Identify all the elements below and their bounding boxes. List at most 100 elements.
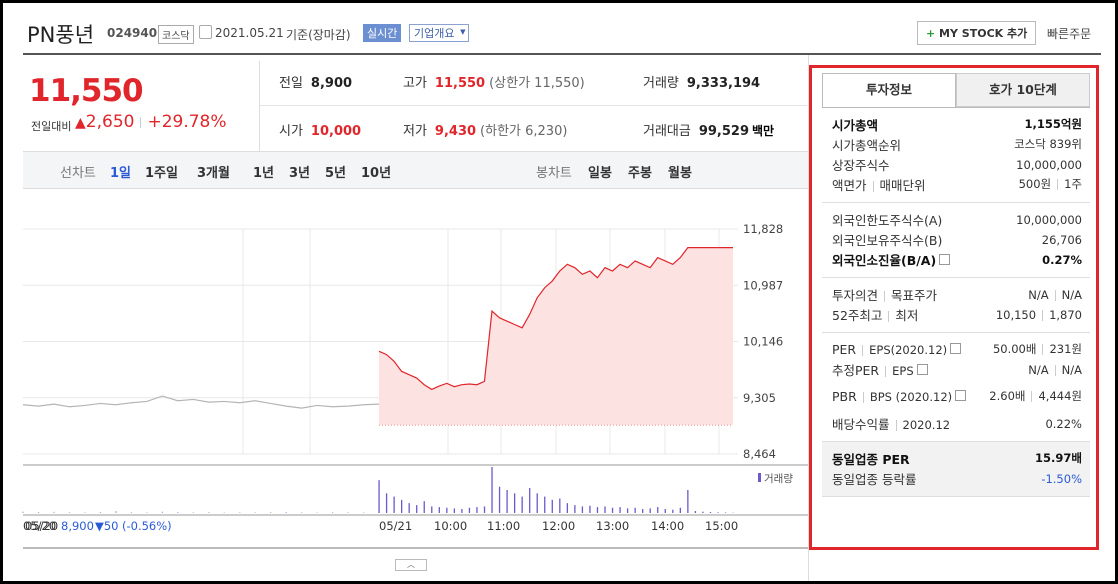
info-value: 0.27% xyxy=(1042,252,1082,267)
value-part: N/A xyxy=(1028,362,1049,377)
x-tick-label: 05/20 xyxy=(23,519,56,533)
period-option[interactable]: 1년 xyxy=(253,166,275,181)
stat-note: (하한가 6,230) xyxy=(480,124,568,139)
panel-divider xyxy=(808,55,809,581)
period-option[interactable]: 1주일 xyxy=(145,166,178,181)
volume-bar xyxy=(649,508,651,513)
quick-order[interactable]: 빠른주문 xyxy=(1047,27,1092,41)
volume-bar xyxy=(679,507,681,513)
stat-value: 99,529 xyxy=(698,124,750,139)
volume-bar xyxy=(53,511,55,513)
label-part: 액면가 xyxy=(832,177,867,193)
volume-bar xyxy=(468,507,471,513)
value-part: 1,870 xyxy=(1049,307,1082,322)
period-option[interactable]: 월봉 xyxy=(668,166,692,181)
stat-label: 거래대금 xyxy=(643,124,691,139)
volume-bar xyxy=(724,512,727,513)
volume-bar xyxy=(461,509,463,513)
sidebar-tab[interactable]: 호가 10단계 xyxy=(956,73,1090,107)
info-label: 52주최고 최저 xyxy=(832,305,918,324)
price-area xyxy=(379,247,733,425)
volume-bar xyxy=(385,493,388,513)
volume-bar xyxy=(285,512,287,513)
info-row: 동일업종 PER 15.97배 xyxy=(832,448,1082,468)
value-part: 1,155억원 xyxy=(1024,117,1082,131)
volume-bar xyxy=(581,506,584,513)
info-row: 상장주식수 10,000,000 xyxy=(832,154,1082,174)
label-part: 투자의견 xyxy=(832,287,879,303)
value-part: 0.27% xyxy=(1042,252,1082,267)
info-row: 외국인한도주식수(A) 10,000,000 xyxy=(832,209,1082,229)
info-label: 상장주식수 xyxy=(832,155,890,174)
stock-code: 024940 xyxy=(107,26,158,40)
change-pct: +29.78% xyxy=(147,112,227,132)
stats-box xyxy=(259,61,808,151)
volume-label: 거래량 xyxy=(764,473,793,485)
separator xyxy=(885,365,887,377)
period-option[interactable]: 주봉 xyxy=(628,166,652,181)
label-part: 외국인보유주식수(B) xyxy=(832,232,943,248)
stat-value: 8,900 xyxy=(310,76,353,91)
value-part: 26,706 xyxy=(1041,232,1082,247)
overview-button[interactable]: 기업개요 ▼ xyxy=(409,24,470,42)
sidebar-tab[interactable]: 투자정보 xyxy=(822,73,956,107)
x-tick-label: 13:00 xyxy=(596,519,629,533)
stat-unit: 백만 xyxy=(752,124,775,138)
price-line xyxy=(22,395,380,409)
mystock-button[interactable]: + MY STOCK 추가 xyxy=(917,21,1037,45)
period-option[interactable]: 일봉 xyxy=(588,166,612,181)
candle-chart-label: 봉차트 xyxy=(536,166,572,181)
separator xyxy=(1054,289,1056,301)
separator xyxy=(1042,344,1044,355)
label-part: PBR xyxy=(832,388,857,404)
label-part: 배당수익률 xyxy=(832,416,890,432)
volume-bar xyxy=(393,496,395,513)
volume-bar xyxy=(566,503,568,513)
info-label: 시가총액순위 xyxy=(832,135,904,154)
collapse-button[interactable]: ︿ xyxy=(395,559,427,571)
separator xyxy=(862,391,864,403)
label-part: 동일업종 등락률 xyxy=(832,471,917,487)
stat-value: 11,550 xyxy=(434,76,486,91)
footer-date: 05/20 xyxy=(25,519,58,533)
stat-value: 9,430 xyxy=(434,124,477,139)
change-label: 전일대비 xyxy=(31,120,72,133)
header-rule xyxy=(23,53,1101,55)
volume-bar xyxy=(596,507,599,513)
volume-bar xyxy=(657,507,659,513)
chart: 05/20 05/21 10:00 11:00 12:00 13:00 14:00 15:00… xyxy=(22,222,808,549)
stat-label: 거래량 xyxy=(643,76,679,91)
current-price: 11,550 xyxy=(29,73,144,109)
info-section: 투자의견 목표주가 N/A N/A 52주최고 최저 10,150 1,870 xyxy=(822,278,1090,333)
value-part: 500원 xyxy=(1018,177,1052,191)
stats-divider xyxy=(259,105,807,106)
volume-bar xyxy=(362,512,365,513)
period-option[interactable]: 10년 xyxy=(361,166,392,181)
date: 2021.05.21 xyxy=(215,26,284,40)
footer-pct: (-0.56%) xyxy=(122,519,172,533)
period-option[interactable]: 3개월 xyxy=(197,166,230,181)
value-part: N/A xyxy=(1028,287,1049,302)
volume-bar xyxy=(709,512,712,513)
period-option[interactable]: 5년 xyxy=(325,166,347,181)
x-tick-label: 14:00 xyxy=(651,519,684,533)
label-part: 시가총액 xyxy=(832,117,879,133)
period-option[interactable]: 1일 xyxy=(110,166,132,181)
period-option[interactable]: 3년 xyxy=(289,166,311,181)
info-row: 시가총액순위 코스닥 839위 xyxy=(832,134,1082,154)
volume-bar xyxy=(626,508,629,513)
line-chart-label: 선차트 xyxy=(60,166,96,181)
value-part: 231원 xyxy=(1049,342,1082,356)
label-part: 목표주가 xyxy=(891,287,938,303)
value-part: 2.60배 xyxy=(989,389,1026,403)
separator xyxy=(884,290,886,302)
volume-bar xyxy=(498,486,501,513)
label-part: EPS(2020.12) xyxy=(869,342,948,357)
info-row: 시가총액 1,155억원 xyxy=(832,114,1082,134)
x-tick-label: 05/21 xyxy=(379,519,412,533)
realtime-badge[interactable]: 실시간 xyxy=(363,24,402,42)
volume-bar xyxy=(574,505,576,513)
value-part: 10,000,000 xyxy=(1016,157,1082,172)
